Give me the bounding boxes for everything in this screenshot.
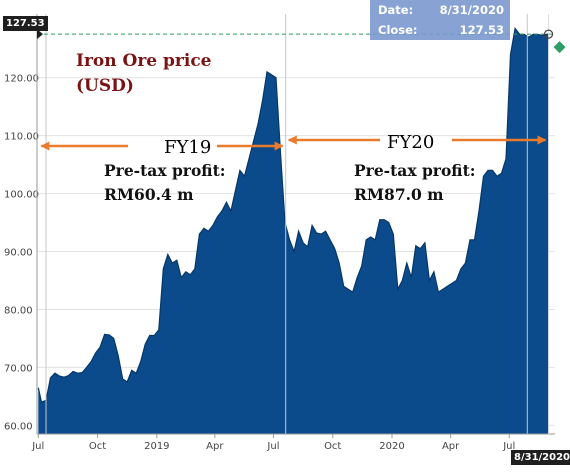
chart-subtitle: (USD) — [76, 76, 134, 96]
crosshair-markers — [37, 14, 566, 434]
fy20-profit-value: RM87.0 m — [354, 185, 444, 204]
y-tick-label: 100.00 — [4, 190, 39, 201]
x-tick-label: Apr — [206, 441, 224, 452]
x-tick-label: Apr — [442, 441, 460, 452]
fy19-profit-value: RM60.4 m — [104, 185, 194, 204]
y-tick-label: 120.00 — [4, 74, 39, 85]
y-tick-label: 110.00 — [4, 132, 39, 143]
chart-title: Iron Ore price — [76, 51, 212, 71]
crosshair-date-badge: 8/31/2020 — [511, 450, 570, 465]
tooltip-close-row: Close: 127.53 — [370, 20, 510, 40]
price-badge-pointer — [37, 29, 43, 40]
y-tick-label: 80.00 — [4, 305, 33, 316]
tooltip-date-row: Date: 8/31/2020 — [370, 0, 510, 20]
x-tick-label: Jul — [502, 441, 515, 452]
period-dividers — [45, 14, 528, 434]
x-tick-label: Oct — [324, 441, 341, 452]
fy19-profit-label: Pre-tax profit: — [104, 161, 225, 180]
current-price-badge: 127.53 — [3, 16, 48, 31]
price-line — [37, 27, 549, 403]
latest-point-marker — [543, 29, 554, 39]
tooltip-close-label: Close: — [378, 23, 418, 37]
reference-line-handle — [553, 41, 566, 54]
tooltip-date-label: Date: — [378, 3, 414, 17]
fy19-label: FY19 — [164, 137, 211, 158]
y-tick-label: 70.00 — [4, 363, 33, 374]
price-tooltip: Date: 8/31/2020 Close: 127.53 — [370, 0, 510, 40]
tooltip-date-value: 8/31/2020 — [439, 3, 504, 17]
x-tick-label: 2019 — [144, 441, 169, 452]
x-tick-label: 2020 — [379, 441, 404, 452]
axes: 60.00 70.00 80.00 90.00 100.00 110.00 120.00 Ju… — [4, 14, 555, 452]
price-area-series — [37, 27, 549, 434]
x-tick-label: Oct — [89, 441, 106, 452]
fy20-label: FY20 — [387, 132, 434, 153]
y-tick-label: 60.00 — [4, 421, 33, 432]
price-area — [38, 28, 549, 434]
x-tick-label: Jul — [31, 441, 44, 452]
fy20-profit-label: Pre-tax profit: — [354, 161, 475, 180]
y-tick-label: 90.00 — [4, 248, 33, 259]
x-tick-label: Jul — [266, 441, 279, 452]
annotations: Iron Ore price (USD) FY19 Pre-tax profit… — [76, 51, 475, 204]
tooltip-close-value: 127.53 — [459, 23, 504, 37]
fiscal-year-arrows — [40, 135, 547, 151]
